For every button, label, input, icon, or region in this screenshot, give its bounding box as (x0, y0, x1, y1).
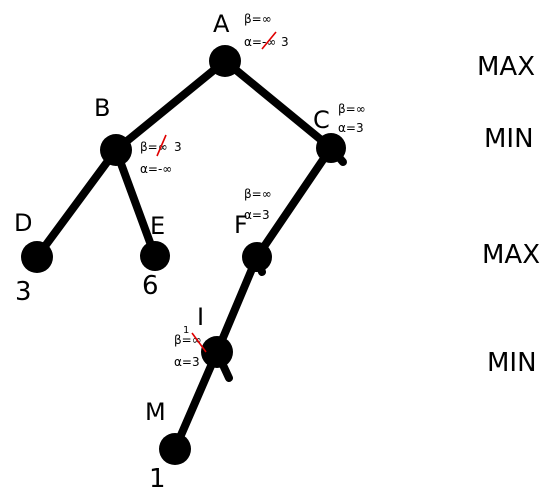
level-label-max-1: MAX (477, 52, 535, 82)
node-b-label: B (94, 94, 110, 122)
node-i (201, 336, 233, 368)
node-i-beta-new: 1 (183, 325, 189, 336)
node-b (100, 134, 132, 166)
level-label-min-2: MIN (487, 348, 537, 378)
node-e-label: E (150, 212, 165, 240)
node-c-alpha: α=3 (338, 121, 364, 135)
node-d-label: D (14, 209, 32, 237)
node-f-label: F (234, 211, 248, 239)
node-i-label: I (197, 303, 204, 331)
edge-a-b (112, 57, 229, 154)
level-label-min-1: MIN (484, 124, 534, 154)
node-c-label: C (313, 106, 330, 134)
node-a-alpha-old: α=-∞ (244, 35, 276, 49)
edge-i-m (171, 348, 221, 453)
leaf-m-value: 1 (149, 464, 166, 494)
node-c-beta: β=∞ (338, 102, 366, 116)
node-b-beta-strike (156, 134, 167, 157)
level-label-max-2: MAX (482, 240, 540, 270)
node-e (140, 241, 170, 271)
edge-b-d (33, 146, 120, 261)
leaf-e-value: 6 (142, 271, 159, 301)
node-m (159, 433, 191, 465)
node-m-label: M (145, 398, 166, 426)
edge-b-e (112, 146, 159, 260)
node-c (316, 133, 346, 163)
node-a-alpha-strike (261, 31, 277, 50)
node-a-label: A (213, 10, 230, 38)
node-a-alpha-new: 3 (281, 35, 289, 49)
node-b-beta-new: 3 (174, 140, 182, 154)
edge-c-f (253, 144, 335, 261)
node-i-alpha: α=3 (174, 355, 200, 369)
node-a (209, 45, 241, 77)
node-b-beta-old: β=∞ (140, 140, 168, 154)
edge-f-i (213, 253, 261, 356)
node-d (21, 241, 53, 273)
node-f-alpha: α=3 (244, 208, 270, 222)
edge-a-c (221, 57, 335, 152)
node-b-alpha: α=-∞ (140, 162, 172, 176)
node-a-beta: β=∞ (244, 12, 272, 26)
node-f-beta: β=∞ (244, 187, 272, 201)
node-f (242, 242, 272, 272)
leaf-d-value: 3 (15, 277, 32, 307)
node-i-beta-strike (191, 332, 207, 353)
